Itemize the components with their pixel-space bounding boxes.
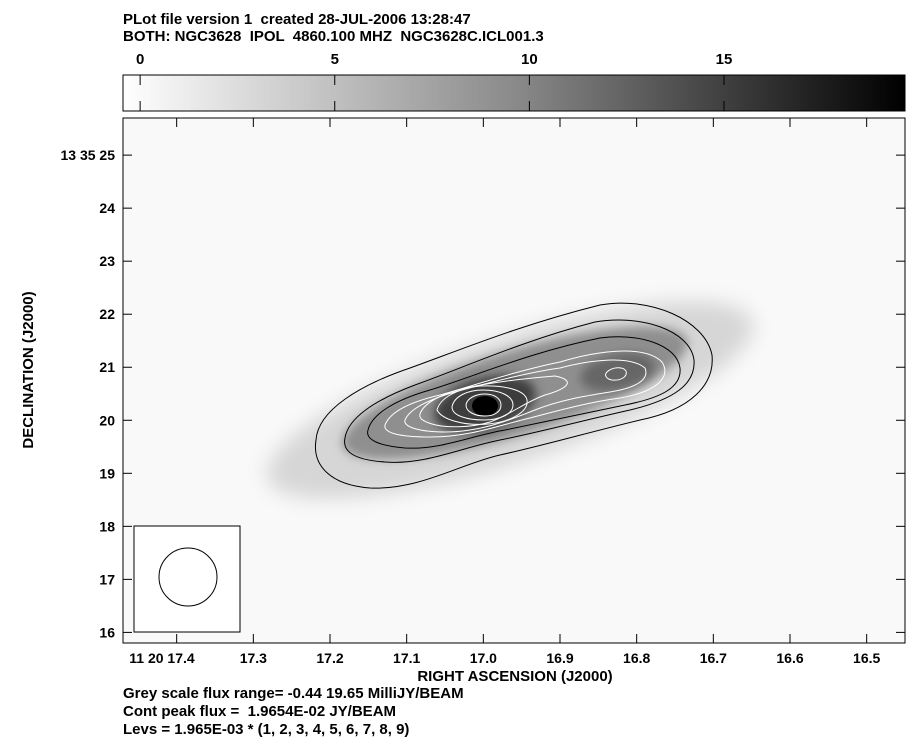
x-axis-label: RIGHT ASCENSION (J2000) xyxy=(417,668,612,685)
contour-level-1 xyxy=(314,302,713,489)
colorbar-ticks: 0 5 10 15 xyxy=(136,51,732,111)
colorbar-gradient xyxy=(122,74,906,112)
map-frame xyxy=(122,117,906,644)
contour-level-7 xyxy=(436,385,528,425)
x-tick-label: 17.3 xyxy=(240,650,267,666)
x-tick-label: 16.7 xyxy=(700,650,727,666)
x-tick-label: 17.1 xyxy=(393,650,420,666)
y-tick-label: 24 xyxy=(99,200,115,216)
footer-flux-range: Grey scale flux range= -0.44 19.65 Milli… xyxy=(123,685,464,702)
x-tick-label: 16.6 xyxy=(776,650,803,666)
radio-map-plot: 0 5 10 15 11 20 17.4 17.3 17.2 17 xyxy=(20,51,906,685)
emission-core-west xyxy=(580,352,656,392)
emission-peak xyxy=(472,396,498,416)
footer-levels: Levs = 1.965E-03 * (1, 2, 3, 4, 5, 6, 7,… xyxy=(123,721,410,738)
x-tick-label: 17.0 xyxy=(470,650,497,666)
colorbar-tick-label: 0 xyxy=(136,51,144,68)
beam-frame xyxy=(133,525,241,633)
colorbar-tick-label: 10 xyxy=(521,51,538,68)
footer-peak-flux: Cont peak flux = 1.9654E-02 JY/BEAM xyxy=(123,703,397,720)
map-panel: 11 20 17.4 17.3 17.2 17.1 17.0 16.9 16.8 16.7 16… xyxy=(61,117,906,666)
colorbar-tick-label: 15 xyxy=(716,51,733,68)
y-tick-label: 17 xyxy=(99,571,115,587)
plot-header-line1: PLot file version 1 created 28-JUL-2006 … xyxy=(123,11,471,28)
y-tick-label: 20 xyxy=(99,412,115,428)
y-tick-label: 13 35 25 xyxy=(61,147,116,163)
colorbar-tick-label: 5 xyxy=(331,51,339,68)
x-axis-ticks: 11 20 17.4 17.3 17.2 17.1 17.0 16.9 16.8 16.7 16… xyxy=(129,118,881,666)
x-tick-label: 11 20 17.4 xyxy=(129,650,195,666)
contour-level-3 xyxy=(367,336,681,449)
contour-level-9 xyxy=(465,393,502,417)
contours xyxy=(314,302,713,489)
colorbar: 0 5 10 15 xyxy=(122,51,906,112)
y-tick-label: 23 xyxy=(99,253,115,269)
x-tick-label: 17.2 xyxy=(316,650,343,666)
y-axis-ticks: 16 17 18 19 20 21 22 23 24 13 35 25 xyxy=(61,147,905,640)
x-tick-label: 16.5 xyxy=(853,650,880,666)
contour-secondary-peak xyxy=(605,367,627,381)
plot-header-line2: BOTH: NGC3628 IPOL 4860.100 MHZ NGC3628C… xyxy=(123,28,544,45)
beam-ellipse xyxy=(158,547,218,607)
y-axis-label: DECLINATION (J2000) xyxy=(20,291,37,448)
x-tick-label: 16.9 xyxy=(546,650,573,666)
contour-level-2 xyxy=(344,319,695,463)
beam-box xyxy=(133,525,241,633)
y-tick-label: 21 xyxy=(99,359,115,375)
y-tick-label: 19 xyxy=(99,465,115,481)
y-tick-label: 16 xyxy=(99,624,115,640)
x-tick-label: 16.8 xyxy=(623,650,650,666)
contour-level-8 xyxy=(451,389,514,421)
y-tick-label: 18 xyxy=(99,518,115,534)
y-tick-label: 22 xyxy=(99,306,115,322)
